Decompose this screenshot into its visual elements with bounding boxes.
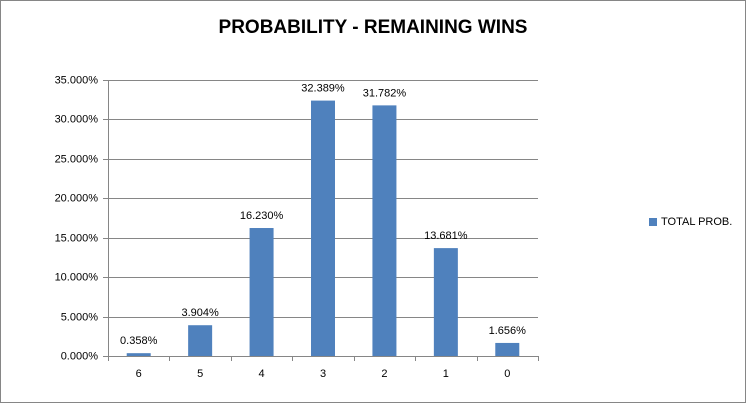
x-tick-label: 1: [443, 368, 449, 380]
y-tick-label: 20.000%: [55, 192, 99, 204]
bar: [495, 342, 520, 356]
bar: [311, 100, 335, 356]
bar: [126, 353, 151, 356]
y-tick-label: 35.000%: [55, 74, 99, 86]
x-tick-label: 6: [136, 368, 142, 380]
data-label: 0.358%: [120, 335, 158, 347]
y-tick-label: 30.000%: [55, 113, 99, 125]
bar: [188, 325, 213, 356]
y-tick-label: 5.000%: [61, 311, 99, 323]
x-tick-label: 3: [320, 368, 326, 380]
y-tick-label: 0.000%: [61, 350, 99, 362]
x-tick-label: 0: [504, 368, 510, 380]
legend-label: TOTAL PROB.: [661, 216, 732, 228]
legend-swatch: [649, 218, 657, 226]
y-tick-label: 25.000%: [55, 153, 99, 165]
y-tick-label: 15.000%: [55, 232, 99, 244]
bar: [433, 248, 458, 356]
y-tick-label: 10.000%: [55, 271, 99, 283]
data-label: 1.656%: [489, 325, 527, 337]
x-tick-label: 5: [197, 368, 203, 380]
data-label: 3.904%: [181, 307, 219, 319]
bar: [249, 228, 274, 356]
data-label: 16.230%: [240, 210, 284, 222]
bar: [372, 105, 397, 357]
x-tick-label: 2: [381, 368, 387, 380]
data-label: 31.782%: [363, 87, 407, 99]
data-label: 32.389%: [301, 82, 345, 94]
data-label: 13.681%: [424, 230, 468, 242]
x-tick-label: 4: [259, 368, 265, 380]
chart-title: PROBABILITY - REMAINING WINS: [219, 17, 528, 38]
